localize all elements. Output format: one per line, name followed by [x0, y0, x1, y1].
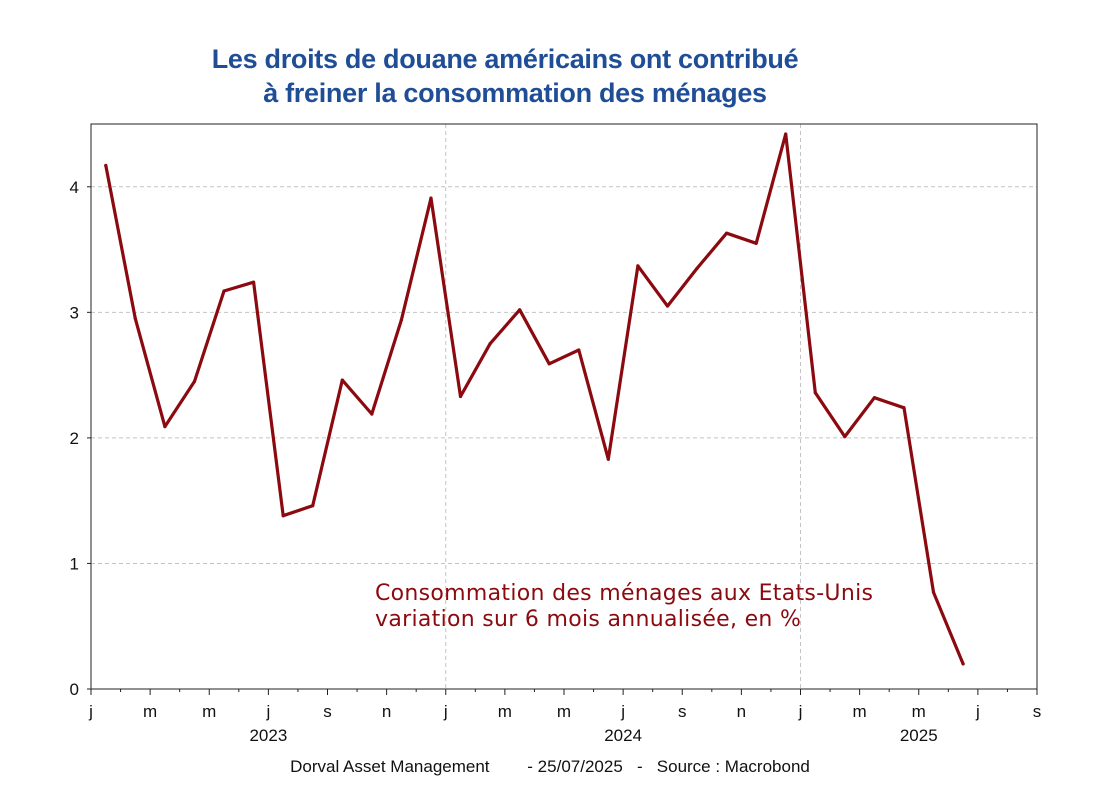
- chart-footer-source: Dorval Asset Management - 25/07/2025 - S…: [290, 757, 810, 776]
- data-point: [577, 348, 581, 352]
- data-point: [399, 318, 404, 322]
- data-point: [281, 514, 285, 518]
- series-annotation-line-1: Consommation des ménages aux Etats-Unis: [375, 581, 873, 606]
- x-tick-label: m: [853, 702, 867, 721]
- data-point: [665, 304, 670, 308]
- x-tick-label: j: [88, 702, 93, 721]
- x-tick-label: s: [678, 702, 687, 721]
- y-tick-label: 1: [70, 554, 79, 573]
- data-point: [813, 391, 817, 395]
- data-point: [429, 196, 433, 200]
- data-point: [695, 266, 699, 270]
- x-tick-label: j: [975, 702, 980, 721]
- data-point: [222, 289, 226, 293]
- x-tick-label: m: [557, 702, 571, 721]
- x-year-label: 2023: [249, 726, 287, 745]
- x-tick-label: j: [265, 702, 270, 721]
- x-tick-label: s: [323, 702, 332, 721]
- data-point: [872, 396, 877, 400]
- x-tick-label: m: [912, 702, 926, 721]
- data-point: [931, 590, 936, 594]
- x-year-label: 2025: [900, 726, 938, 745]
- x-tick-label: j: [798, 702, 803, 721]
- x-tick-label: m: [143, 702, 157, 721]
- chart-title: Les droits de douane américains ont cont…: [0, 42, 1010, 110]
- data-point: [370, 412, 374, 416]
- data-point: [163, 424, 167, 429]
- data-point: [961, 662, 965, 666]
- data-point: [606, 457, 610, 461]
- data-point: [636, 264, 640, 268]
- x-tick-label: m: [498, 702, 512, 721]
- data-point: [547, 362, 551, 366]
- data-point: [843, 435, 847, 439]
- chart-title-line-1: Les droits de douane américains ont cont…: [211, 44, 799, 74]
- x-year-label: 2024: [604, 726, 642, 745]
- y-tick-label: 4: [70, 178, 79, 197]
- x-tick-label: m: [202, 702, 216, 721]
- data-point: [133, 317, 137, 321]
- data-point: [192, 379, 197, 383]
- y-tick-label: 2: [70, 429, 79, 448]
- x-tick-label: n: [382, 702, 391, 721]
- x-tick-label: n: [737, 702, 746, 721]
- data-point: [518, 308, 522, 312]
- y-tick-label: 0: [70, 680, 79, 699]
- plot-area: [91, 124, 1037, 689]
- chart-title-line-2: à freiner la consommation des ménages: [263, 78, 767, 108]
- data-point: [251, 280, 256, 284]
- x-tick-label: j: [443, 702, 448, 721]
- x-tick-label: s: [1033, 702, 1042, 721]
- data-point: [724, 231, 729, 235]
- data-point: [458, 394, 463, 399]
- data-point: [311, 504, 315, 508]
- data-point: [784, 132, 788, 136]
- data-point: [104, 163, 108, 168]
- data-point: [754, 241, 758, 245]
- data-point: [902, 406, 906, 410]
- y-tick-label: 3: [70, 303, 79, 322]
- x-tick-label: j: [620, 702, 625, 721]
- series-line: [104, 132, 965, 666]
- data-point: [488, 342, 492, 346]
- data-point: [340, 378, 344, 382]
- series-annotation-line-2: variation sur 6 mois annualisée, en %: [375, 607, 801, 632]
